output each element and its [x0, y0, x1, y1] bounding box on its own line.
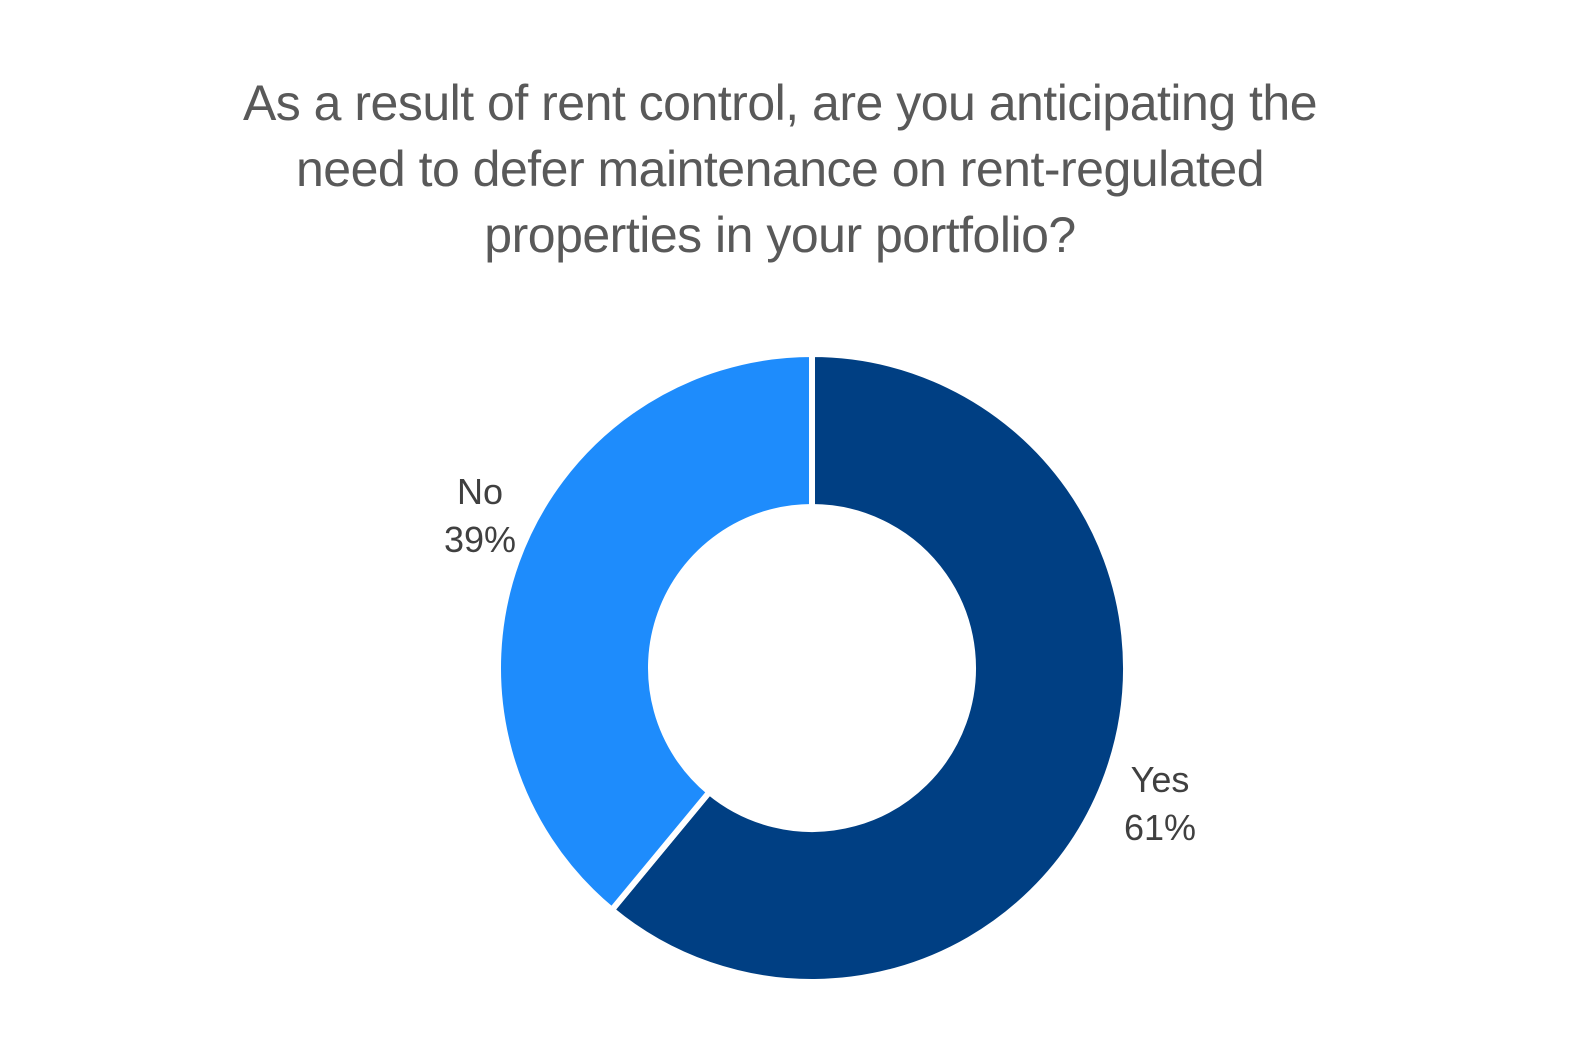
slice-label-yes: Yes [1131, 759, 1190, 800]
slice-labels: Yes 61% No 39% [444, 471, 1196, 848]
donut-slices [495, 350, 1129, 985]
slice-label-no: No [457, 471, 503, 512]
chart-title: As a result of rent control, are you ant… [242, 75, 1318, 263]
slice-value-yes: 61% [1124, 807, 1196, 848]
slice-yes [607, 350, 1129, 985]
slice-value-no: 39% [444, 519, 516, 560]
slice-no [495, 350, 815, 915]
